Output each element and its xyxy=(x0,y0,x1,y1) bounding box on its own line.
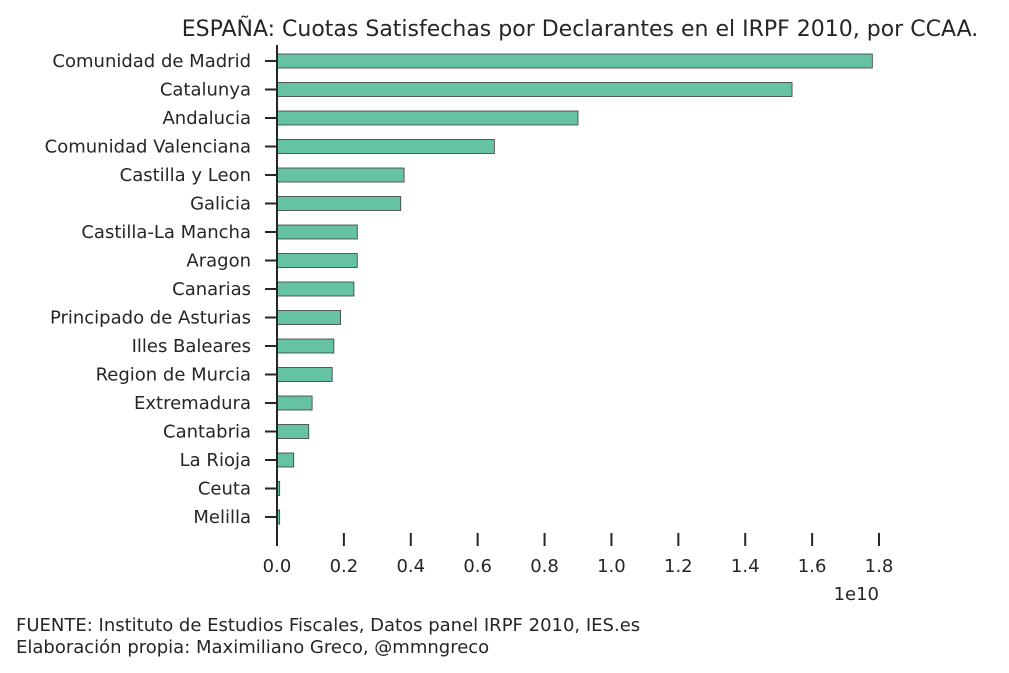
bar xyxy=(276,424,310,439)
x-axis: 0.0 0.2 0.4 0.6 0.8 1.0 1.2 1.4 1.6 1.8 xyxy=(263,533,894,577)
bar xyxy=(276,338,335,354)
x-tick-label: 1.2 xyxy=(664,556,693,577)
x-tick-label: 1.8 xyxy=(865,556,894,577)
bar xyxy=(276,53,873,69)
y-tick-label: Castilla y Leon xyxy=(120,165,251,186)
y-tick-label: Cantabria xyxy=(163,422,251,443)
y-tick-label: Aragon xyxy=(186,251,251,272)
x-axis-offset-label: 1e10 xyxy=(834,584,879,605)
bar xyxy=(276,395,313,411)
x-tick-label: 1.4 xyxy=(731,556,760,577)
y-tick-label: Illes Baleares xyxy=(132,336,251,357)
x-tick-label: 0.4 xyxy=(396,556,425,577)
source-note: FUENTE: Instituto de Estudios Fiscales, … xyxy=(16,615,641,636)
credit-note: Elaboración propia: Maximiliano Greco, @… xyxy=(16,637,490,658)
bar xyxy=(276,452,295,468)
bar xyxy=(276,281,355,297)
y-tick-label: Comunidad de Madrid xyxy=(52,51,251,72)
y-tick-label: Galicia xyxy=(190,194,251,215)
bar xyxy=(276,139,495,154)
y-tick-label: Extremadura xyxy=(134,393,251,414)
bar xyxy=(276,367,333,382)
y-axis: Comunidad de Madrid Catalunya Andalucia Com… xyxy=(45,45,278,536)
x-tick-label: 1.0 xyxy=(597,556,626,577)
bar xyxy=(276,310,341,325)
y-tick-label: Principado de Asturias xyxy=(50,308,251,329)
y-tick-label: Region de Murcia xyxy=(96,365,251,386)
y-tick-label: Canarias xyxy=(172,279,251,300)
x-tick-label: 0.8 xyxy=(530,556,559,577)
x-tick-label: 0.0 xyxy=(263,556,292,577)
bar xyxy=(276,196,402,211)
y-tick-label: La Rioja xyxy=(180,450,251,471)
bars-group xyxy=(276,53,873,525)
y-tick-label: Catalunya xyxy=(160,80,251,101)
x-tick-label: 0.2 xyxy=(330,556,359,577)
y-tick-label: Castilla-La Mancha xyxy=(81,222,251,243)
bar xyxy=(276,82,793,97)
chart-title: ESPAÑA: Cuotas Satisfechas por Declarant… xyxy=(182,15,979,42)
y-tick-label: Comunidad Valenciana xyxy=(45,137,251,158)
bar xyxy=(276,167,405,183)
bar xyxy=(276,110,579,126)
y-tick-label: Ceuta xyxy=(198,479,251,500)
y-tick-label: Melilla xyxy=(193,507,251,528)
bar xyxy=(276,253,358,268)
bar xyxy=(276,224,358,240)
y-tick-label: Andalucia xyxy=(162,108,251,129)
x-tick-label: 1.6 xyxy=(798,556,827,577)
x-tick-label: 0.6 xyxy=(463,556,492,577)
